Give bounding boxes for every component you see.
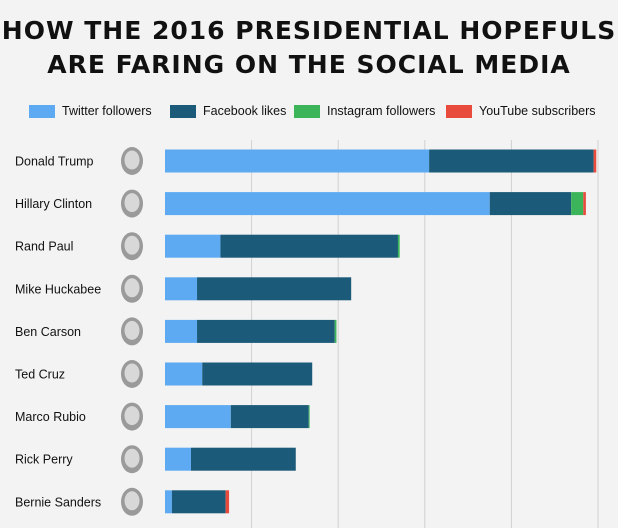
category-label: Hillary Clinton	[15, 197, 92, 211]
bar-segment	[165, 234, 221, 258]
legend-swatch-twitter	[29, 104, 55, 118]
category-label: Rand Paul	[15, 240, 73, 254]
bar-segment	[165, 362, 203, 386]
bar-segment	[220, 234, 398, 258]
candidate-avatar-face	[124, 278, 140, 298]
bar-segment	[165, 405, 231, 429]
category-label: Donald Trump	[15, 155, 94, 169]
legend-swatch-instagram	[294, 104, 320, 118]
bar-segment	[583, 192, 586, 216]
bar-segment	[171, 490, 226, 514]
bar-segment	[571, 192, 584, 216]
candidate-avatar-face	[124, 150, 140, 170]
chart-title-line-1: HOW THE 2016 PRESIDENTIAL HOPEFULS	[1, 16, 617, 45]
chart-legend: Twitter followers Facebook likes Instagr…	[0, 102, 618, 120]
bar-segment	[190, 447, 296, 471]
category-label: Ted Cruz	[15, 368, 65, 382]
bar-segment	[230, 405, 309, 429]
candidate-avatar-face	[124, 406, 140, 426]
legend-item-instagram: Instagram followers	[294, 102, 435, 120]
candidate-avatar-face	[124, 491, 140, 511]
category-label: Mike Huckabee	[15, 282, 101, 296]
bar-segment	[225, 490, 230, 514]
bar-segment	[165, 277, 198, 301]
bar-segment	[165, 319, 198, 343]
bar-segment	[308, 405, 310, 429]
candidate-avatar-face	[124, 363, 140, 383]
legend-label-instagram: Instagram followers	[327, 104, 436, 118]
bar-segment	[593, 149, 597, 173]
legend-label-facebook: Facebook likes	[203, 104, 287, 118]
candidate-avatar-face	[124, 320, 140, 340]
chart-title: HOW THE 2016 PRESIDENTIAL HOPEFULS ARE F…	[0, 14, 618, 82]
legend-label-twitter: Twitter followers	[62, 104, 152, 118]
bar-segment	[489, 192, 572, 216]
category-label: Ben Carson	[15, 325, 81, 339]
legend-item-youtube: YouTube subscribers	[446, 102, 596, 120]
category-label: Marco Rubio	[15, 410, 86, 424]
candidate-avatar-face	[124, 448, 140, 468]
bar-segment	[397, 234, 400, 258]
bar-segment	[197, 277, 352, 301]
legend-item-facebook: Facebook likes	[170, 102, 286, 120]
candidate-avatar-face	[124, 235, 140, 255]
bar-segment	[165, 490, 172, 514]
bar-segment	[197, 319, 335, 343]
bar-segment	[429, 149, 594, 173]
bar-segment	[165, 447, 191, 471]
legend-swatch-facebook	[170, 104, 196, 118]
bar-segment	[165, 192, 490, 216]
legend-label-youtube: YouTube subscribers	[479, 104, 596, 118]
bar-segment	[165, 149, 430, 173]
category-label: Bernie Sanders	[15, 495, 101, 509]
category-label: Rick Perry	[15, 453, 73, 467]
legend-item-twitter: Twitter followers	[29, 102, 152, 120]
bar-segment	[202, 362, 313, 386]
bar-segment	[334, 319, 337, 343]
candidate-avatar-face	[124, 193, 140, 213]
chart-title-line-2: ARE FARING ON THE SOCIAL MEDIA	[47, 50, 571, 79]
legend-swatch-youtube	[446, 104, 472, 118]
